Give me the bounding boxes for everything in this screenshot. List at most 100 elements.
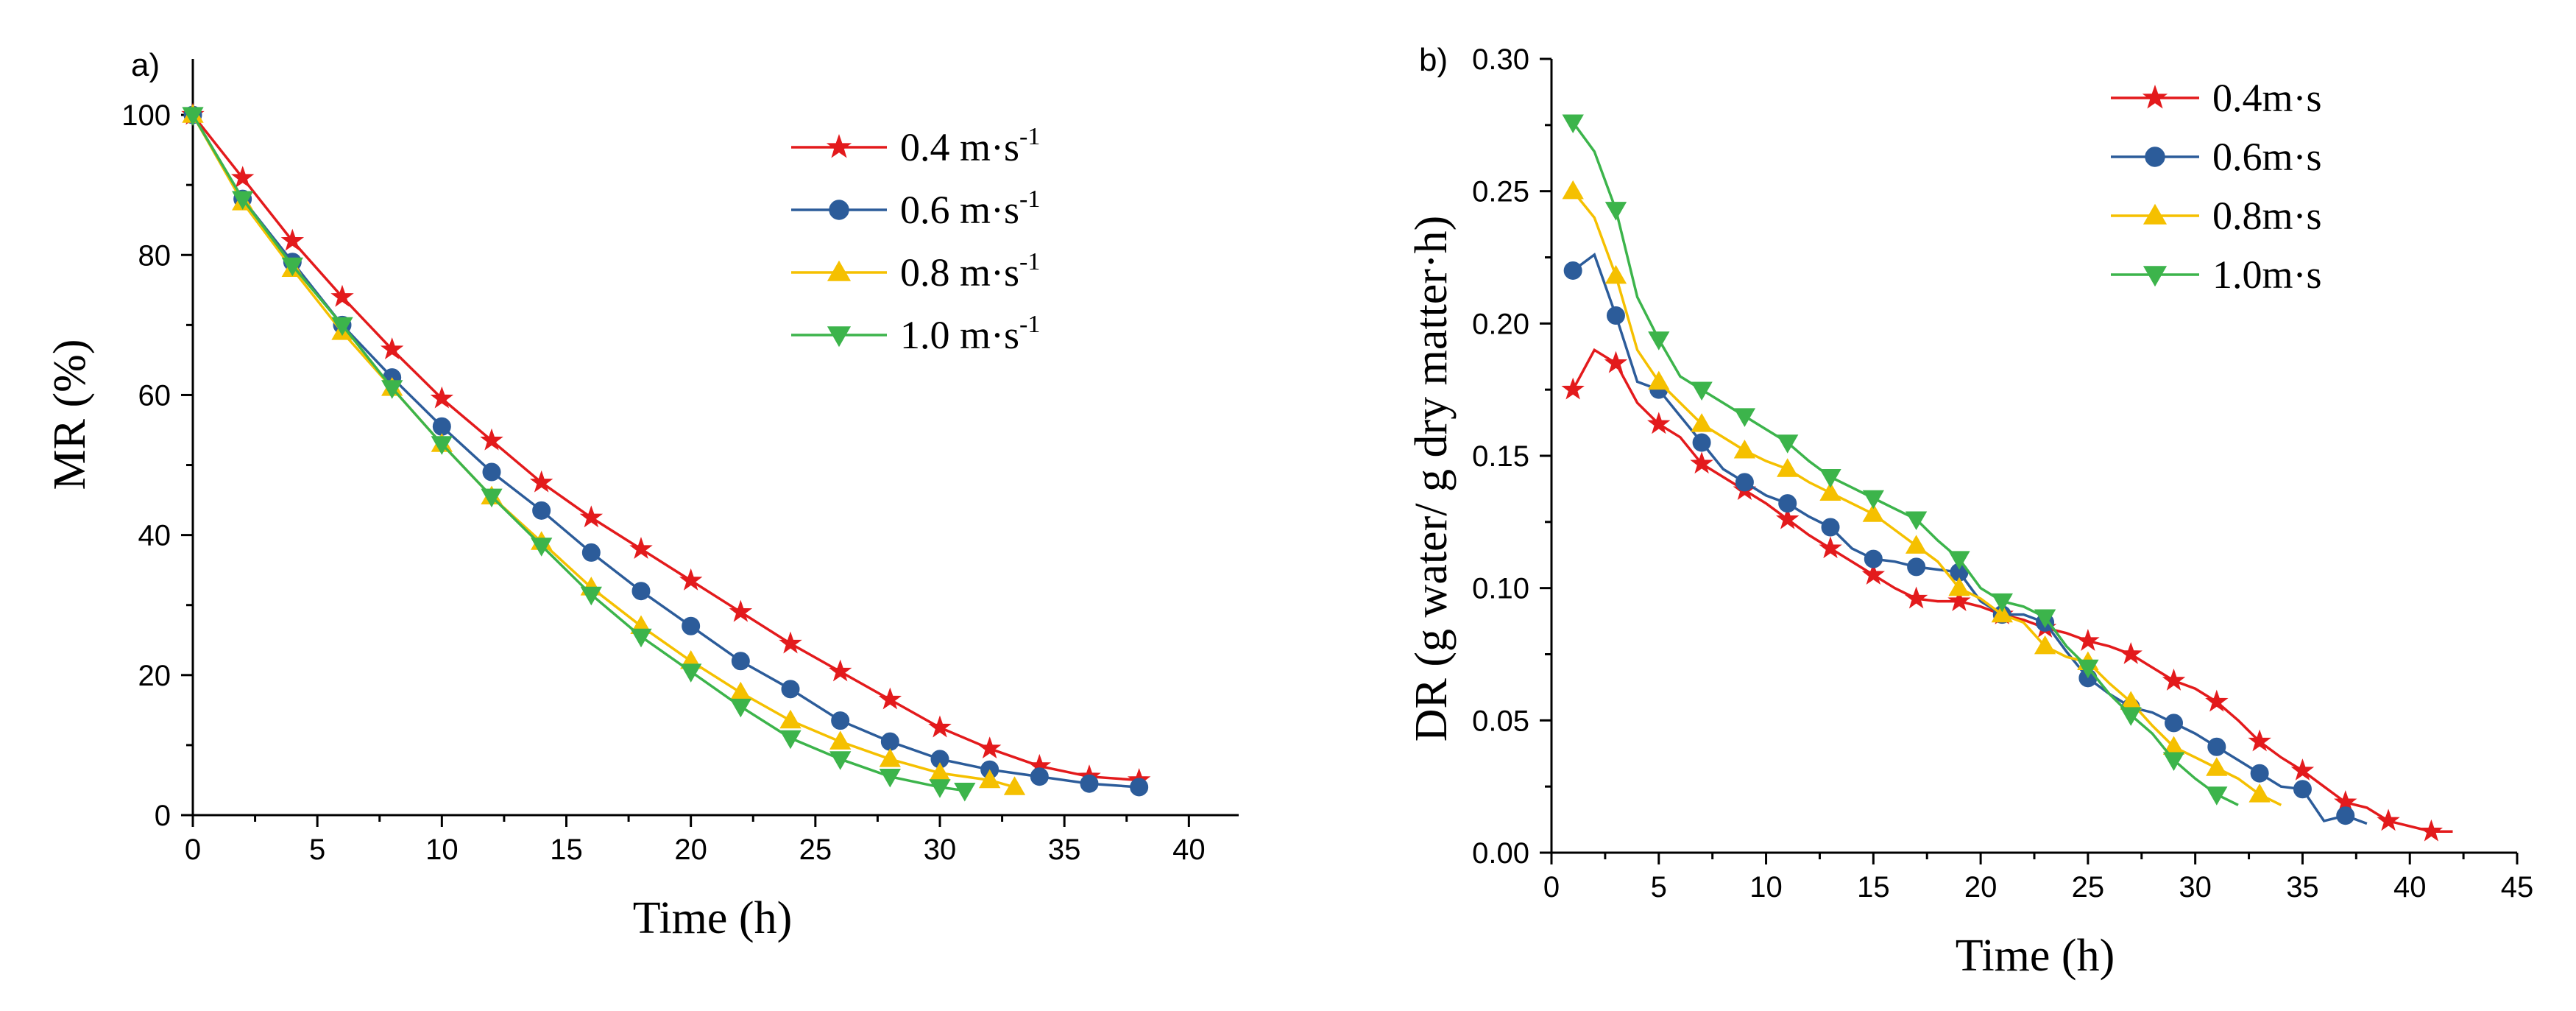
panel-b-legend-label-3: 1.0m·s xyxy=(2212,253,2322,297)
panel-b-legend-label-1: 0.6m·s xyxy=(2212,135,2322,179)
panel-b-data-point xyxy=(2293,780,2312,799)
panel-a-data-point xyxy=(729,698,751,718)
panel-b-data-point xyxy=(1777,458,1799,477)
panel-b-y-tick-label: 0.00 xyxy=(1472,837,1529,870)
panel-b-legend-label-0: 0.4m·s xyxy=(2212,76,2322,120)
panel-b-x-tick-label: 10 xyxy=(1749,871,1783,903)
panel-b-data-point xyxy=(1562,114,1584,134)
panel-a-legend-label-2: 0.8 m·s-1 xyxy=(900,248,1040,295)
panel-a-data-point xyxy=(929,779,951,798)
panel-b-data-point xyxy=(1733,439,1756,459)
panel-a-data-point xyxy=(579,505,604,528)
panel-a-series-line-2 xyxy=(191,114,1015,789)
panel-b-data-point xyxy=(2205,689,2229,712)
panel-b-data-point xyxy=(1864,549,1883,568)
panel-a-data-point xyxy=(829,730,852,750)
panel-b-data-point xyxy=(1821,518,1840,537)
panel-b-x-tick-label: 30 xyxy=(2179,871,2212,903)
panel-b-data-point xyxy=(1563,261,1582,280)
panel-a-y-tick-label: 60 xyxy=(138,379,171,412)
panel-b-data-point xyxy=(1778,494,1797,513)
panel-a-data-point xyxy=(928,715,952,738)
panel-b-data-point xyxy=(1948,551,1970,570)
panel-b-data-point xyxy=(1606,306,1625,325)
panel-a-data-point xyxy=(779,709,802,729)
panel-a-y-tick-label: 100 xyxy=(121,99,171,132)
panel-b-series-line-2 xyxy=(1571,190,2282,806)
panel-b-data-point xyxy=(2162,752,2185,772)
panel-b-series-line-1 xyxy=(1572,253,2368,825)
panel-b-data-point xyxy=(1905,511,1928,531)
panel-a-legend-marker-3 xyxy=(827,326,852,348)
panel-a-data-point xyxy=(880,732,899,751)
panel-b-data-point xyxy=(1775,507,1800,529)
panel-a-label: a) xyxy=(131,47,160,83)
panel-b-data-point xyxy=(1604,264,1627,284)
panel-a-legend-label-1: 0.6 m·s-1 xyxy=(900,186,1040,232)
panel-a-data-point xyxy=(779,631,802,654)
panel-b-data-point xyxy=(2250,764,2269,783)
panel-b-data-point xyxy=(1777,434,1799,454)
panel-a-chart: a) Time (h) MR (%) 0 5 10 15 20 25 30 35 40 0 20 40… xyxy=(45,47,1239,943)
panel-a-legend-label-3: 1.0 m·s-1 xyxy=(900,311,1040,357)
panel-a-x-tick-label: 5 xyxy=(309,834,325,866)
panel-a-data-point xyxy=(330,284,354,307)
panel-b-data-point xyxy=(1735,473,1754,492)
panel-a-data-point xyxy=(682,616,701,635)
panel-b-data-point xyxy=(1648,331,1670,350)
panel-a-data-point xyxy=(380,337,404,360)
panel-a-data-point xyxy=(878,687,902,710)
panel-b-y-tick-label: 0.15 xyxy=(1472,440,1529,473)
panel-b-data-point xyxy=(2076,628,2100,651)
panel-b-y-axis-title: DR (g water/ g dry matter·h) xyxy=(1406,216,1457,741)
panel-a-data-point xyxy=(431,436,453,455)
panel-b-data-point xyxy=(2336,806,2355,825)
panel-a-x-tick-label: 10 xyxy=(425,834,459,866)
panel-a-data-point xyxy=(629,537,653,560)
panel-a-data-point xyxy=(630,628,652,648)
panel-a-data-point xyxy=(430,386,454,409)
panel-a-data-point xyxy=(879,769,901,788)
panel-b-x-tick-label: 45 xyxy=(2501,871,2534,903)
panel-a-data-point xyxy=(828,659,852,682)
panel-b-data-point xyxy=(2120,707,2142,726)
panel-b-legend-marker-2 xyxy=(2142,203,2168,225)
panel-a-y-tick-label: 20 xyxy=(138,660,171,692)
panel-a-data-point xyxy=(631,582,651,601)
panel-a-data-point xyxy=(482,462,501,482)
panel-b-data-point xyxy=(2165,714,2184,733)
panel-b-data-point xyxy=(1648,370,1670,390)
panel-b-data-point xyxy=(1819,536,1842,559)
panel-a-data-point xyxy=(481,488,503,508)
panel-a-legend-marker-0 xyxy=(826,133,852,158)
panel-a-x-tick-label: 40 xyxy=(1172,834,1206,866)
panel-b-data-point xyxy=(1733,408,1756,427)
panel-a-data-point xyxy=(480,428,503,451)
panel-a-data-point xyxy=(781,680,800,699)
panel-b-data-point xyxy=(1947,589,1971,612)
panel-b-data-point xyxy=(1604,202,1627,221)
panel-a-x-axis-title: Time (h) xyxy=(633,893,792,943)
panel-a-x-tick-label: 30 xyxy=(924,834,957,866)
panel-a-y-axis-title: MR (%) xyxy=(45,339,95,490)
panel-a-data-point xyxy=(1030,767,1049,786)
panel-a-data-point xyxy=(1003,776,1026,795)
panel-b-x-tick-label: 20 xyxy=(1964,871,1998,903)
panel-a-data-point xyxy=(1130,778,1149,797)
panel-b-data-point xyxy=(1561,377,1585,400)
panel-a-data-point xyxy=(829,751,852,770)
panel-b-data-point xyxy=(2162,668,2186,691)
panel-b-data-point xyxy=(1692,433,1711,452)
panel-a-data-point xyxy=(381,380,403,399)
panel-b-data-point xyxy=(2248,729,2271,752)
panel-b-data-point xyxy=(2206,757,2228,776)
panel-b-data-point xyxy=(1948,577,1970,596)
panel-a-data-point xyxy=(679,568,703,591)
panel-b-x-tick-label: 25 xyxy=(2072,871,2105,903)
panel-b-legend-marker-3 xyxy=(2142,266,2168,287)
panel-a-data-point xyxy=(331,317,353,337)
panel-b-data-point xyxy=(1904,586,1928,609)
panel-a-data-point xyxy=(954,783,976,802)
